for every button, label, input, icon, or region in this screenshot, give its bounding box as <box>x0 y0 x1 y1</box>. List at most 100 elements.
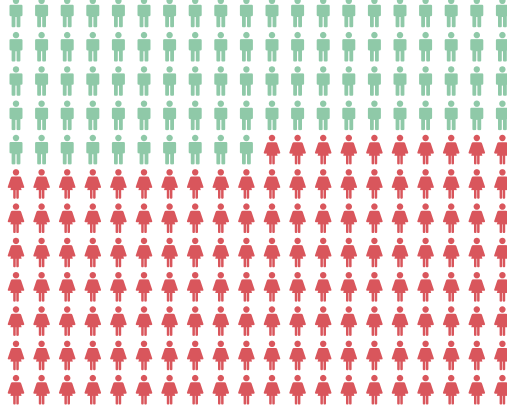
female-person-icon <box>494 203 507 234</box>
female-person-icon <box>366 169 383 199</box>
female-person-icon <box>58 374 76 405</box>
female-person-icon <box>7 169 25 199</box>
male-person-icon <box>137 66 151 96</box>
female-person-icon <box>212 169 230 199</box>
male-person-icon <box>367 66 381 96</box>
female-person-icon <box>314 306 332 336</box>
male-person-icon <box>188 66 202 96</box>
male-person-icon <box>86 100 100 131</box>
male-person-icon <box>163 66 177 96</box>
female-person-icon <box>110 169 127 199</box>
male-person-icon <box>214 100 228 131</box>
female-person-icon <box>289 374 306 405</box>
female-person-icon <box>263 374 281 405</box>
female-person-icon <box>417 134 434 165</box>
female-person-icon <box>340 169 358 199</box>
female-person-icon <box>494 134 507 165</box>
female-person-icon <box>340 306 358 336</box>
female-person-icon <box>161 169 178 199</box>
male-person-icon <box>239 66 253 96</box>
female-person-icon <box>314 237 332 268</box>
female-person-icon <box>314 272 332 302</box>
female-person-icon <box>33 237 50 268</box>
male-person-icon <box>60 100 74 131</box>
female-person-icon <box>110 272 127 302</box>
female-person-icon <box>7 306 25 336</box>
male-person-icon <box>188 134 202 165</box>
female-person-icon <box>340 374 358 405</box>
male-person-icon <box>60 66 74 96</box>
female-person-icon <box>391 134 409 165</box>
female-person-icon <box>135 203 153 233</box>
male-person-icon <box>291 0 305 28</box>
male-person-icon <box>265 100 279 131</box>
male-person-icon <box>239 31 253 62</box>
female-person-icon <box>33 374 50 405</box>
female-person-icon <box>417 272 434 302</box>
male-person-icon <box>9 31 23 62</box>
male-person-icon <box>239 134 253 165</box>
female-person-icon <box>314 203 332 233</box>
female-person-icon <box>84 169 102 199</box>
female-person-icon <box>340 134 358 165</box>
male-person-icon <box>35 31 49 62</box>
male-person-icon <box>444 66 458 96</box>
male-person-icon <box>291 100 305 131</box>
male-person-icon <box>470 0 484 28</box>
female-person-icon <box>289 134 306 165</box>
female-person-icon <box>263 134 281 165</box>
female-person-icon <box>468 340 486 371</box>
female-person-icon <box>7 374 25 405</box>
female-person-icon <box>84 203 102 233</box>
female-person-icon <box>366 374 383 405</box>
female-person-icon <box>391 169 409 199</box>
female-person-icon <box>58 272 76 302</box>
female-person-icon <box>186 340 204 371</box>
male-person-icon <box>137 0 151 28</box>
male-person-icon <box>419 66 433 96</box>
female-person-icon <box>417 306 434 336</box>
female-person-icon <box>417 340 434 371</box>
female-person-icon <box>442 203 460 233</box>
female-person-icon <box>442 374 460 405</box>
male-person-icon <box>35 134 49 165</box>
female-person-icon <box>238 272 255 302</box>
female-person-icon <box>417 374 434 405</box>
female-person-icon <box>442 169 460 199</box>
male-person-icon <box>316 0 330 28</box>
female-person-icon <box>212 203 230 233</box>
male-person-icon <box>470 66 484 96</box>
female-person-icon <box>33 272 50 302</box>
female-person-icon <box>417 169 434 199</box>
female-person-icon <box>7 340 25 371</box>
male-person-icon <box>316 66 330 96</box>
male-person-icon <box>9 66 23 96</box>
female-person-icon <box>289 340 306 371</box>
male-person-icon <box>214 0 228 28</box>
male-person-icon <box>393 31 407 62</box>
female-person-icon <box>494 374 507 405</box>
female-person-icon <box>186 306 204 336</box>
female-person-icon <box>340 237 358 268</box>
male-person-icon <box>188 31 202 62</box>
female-person-icon <box>7 272 25 302</box>
female-person-icon <box>84 306 102 336</box>
male-person-icon <box>163 100 177 131</box>
male-person-icon <box>291 31 305 62</box>
female-person-icon <box>58 169 76 199</box>
male-person-icon <box>111 134 125 165</box>
female-person-icon <box>366 340 383 371</box>
female-person-icon <box>161 340 178 371</box>
female-person-icon <box>494 340 507 371</box>
female-person-icon <box>417 203 434 233</box>
female-person-icon <box>7 237 25 268</box>
male-person-icon <box>111 100 125 131</box>
female-person-icon <box>442 237 460 268</box>
female-person-icon <box>186 374 204 405</box>
female-person-icon <box>263 237 281 268</box>
female-person-icon <box>135 374 153 405</box>
male-person-icon <box>60 31 74 62</box>
male-person-icon <box>60 0 74 28</box>
female-person-icon <box>161 203 178 233</box>
